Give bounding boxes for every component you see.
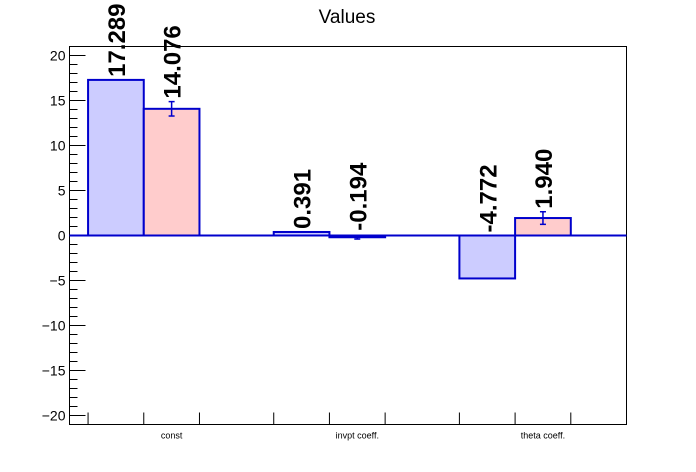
bar xyxy=(87,78,145,237)
bar xyxy=(142,107,201,237)
x-tick-label: invpt coeff. xyxy=(336,431,379,441)
y-tick-label: 0 xyxy=(58,228,66,244)
y-tick-label: 10 xyxy=(50,138,66,154)
y-axis: −20 −15 −10 −5 0 5 10 15 20 xyxy=(42,48,86,424)
x-tick-label: const xyxy=(161,431,183,441)
x-axis: const invpt coeff. theta coeff. xyxy=(87,412,572,441)
bar xyxy=(458,234,517,280)
y-tick-label: −20 xyxy=(42,408,66,424)
y-tick-label: 15 xyxy=(50,93,66,109)
data-label: 17.289 xyxy=(104,3,131,76)
y-tick-label: 20 xyxy=(50,48,66,64)
chart-title: Values xyxy=(319,7,376,28)
data-label: 1.940 xyxy=(531,149,558,209)
data-label: 0.391 xyxy=(290,169,317,229)
data-label: -0.194 xyxy=(345,162,372,231)
y-tick-label: 5 xyxy=(58,183,66,199)
data-label: -4.772 xyxy=(475,164,502,232)
data-labels: 17.289 14.076 0.391 -0.194 -4.772 1.940 xyxy=(104,3,558,232)
data-label: 14.076 xyxy=(160,25,187,98)
y-tick-label: −10 xyxy=(42,318,66,334)
y-tick-label: −5 xyxy=(50,273,66,289)
y-tick-label: −15 xyxy=(42,363,66,379)
x-tick-label: theta coeff. xyxy=(521,431,565,441)
